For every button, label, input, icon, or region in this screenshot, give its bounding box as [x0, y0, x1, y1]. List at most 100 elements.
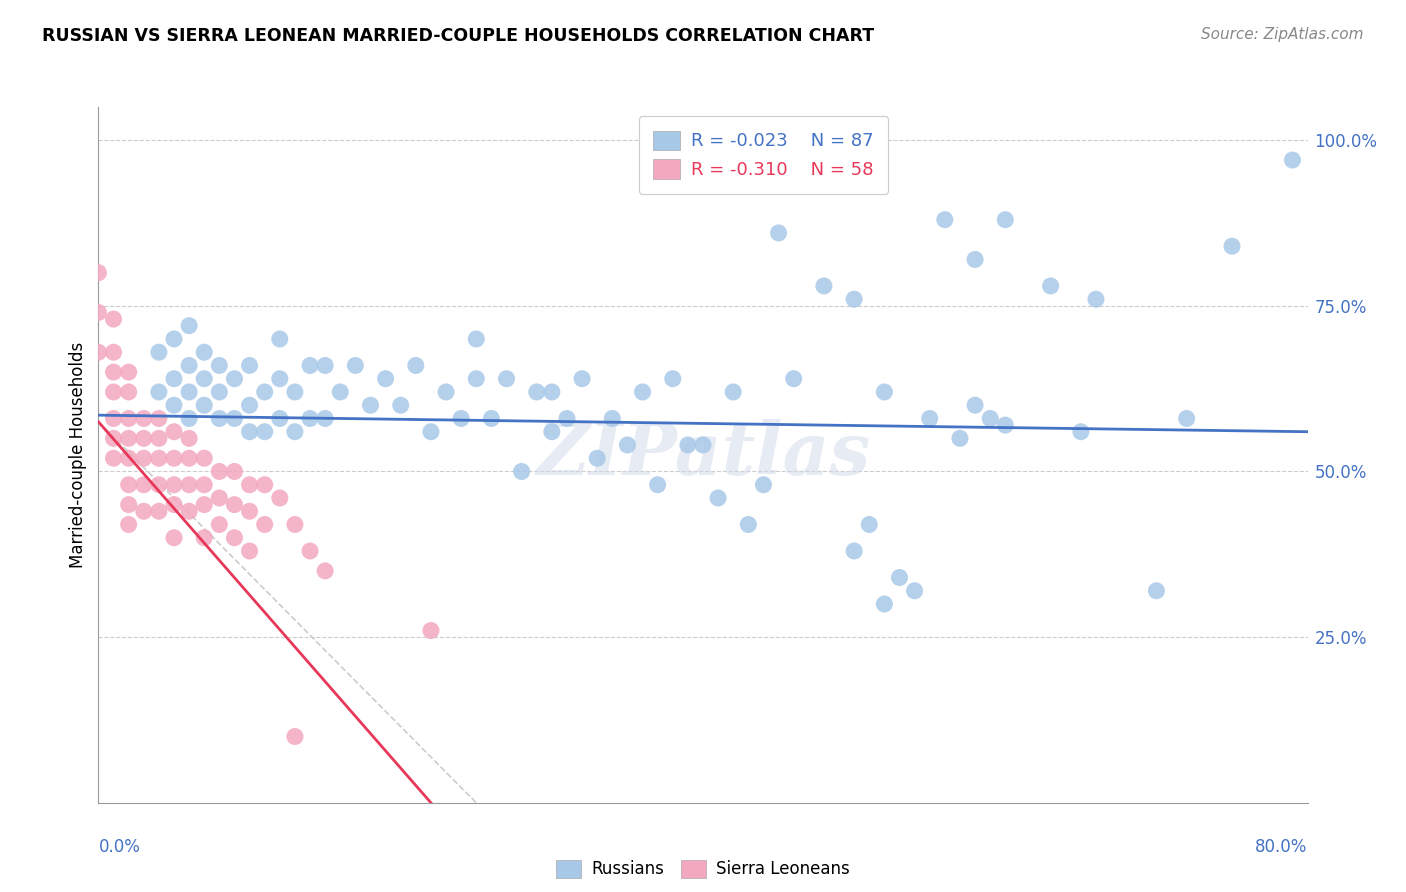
Point	[179, 411, 201, 425]
Point	[495, 372, 517, 386]
Point	[239, 359, 262, 373]
Point	[208, 411, 231, 425]
Point	[783, 372, 806, 386]
Point	[284, 425, 307, 439]
Point	[103, 431, 125, 445]
Point	[239, 477, 262, 491]
Legend: Russians, Sierra Leoneans: Russians, Sierra Leoneans	[550, 853, 856, 885]
Point	[239, 544, 262, 558]
Point	[813, 279, 835, 293]
Point	[132, 451, 155, 466]
Point	[163, 498, 186, 512]
Point	[374, 372, 396, 386]
Point	[193, 498, 215, 512]
Point	[692, 438, 714, 452]
Point	[208, 384, 231, 399]
Point	[889, 570, 911, 584]
Point	[284, 730, 307, 744]
Point	[87, 345, 110, 359]
Point	[571, 372, 593, 386]
Point	[723, 384, 745, 399]
Point	[179, 384, 201, 399]
Point	[118, 451, 141, 466]
Point	[768, 226, 790, 240]
Point	[450, 411, 472, 425]
Point	[965, 398, 987, 412]
Point	[193, 531, 215, 545]
Y-axis label: Married-couple Households: Married-couple Households	[69, 342, 87, 568]
Point	[540, 425, 562, 439]
Point	[193, 451, 215, 466]
Point	[193, 345, 215, 359]
Point	[179, 477, 201, 491]
Point	[103, 365, 125, 379]
Point	[132, 477, 155, 491]
Point	[1281, 153, 1303, 167]
Point	[616, 438, 638, 452]
Point	[481, 411, 503, 425]
Point	[269, 372, 291, 386]
Point	[555, 411, 578, 425]
Point	[1070, 425, 1092, 439]
Point	[208, 359, 231, 373]
Point	[148, 345, 170, 359]
Point	[132, 411, 155, 425]
Point	[179, 359, 201, 373]
Point	[602, 411, 624, 425]
Point	[949, 431, 972, 445]
Point	[163, 372, 186, 386]
Point	[994, 418, 1017, 433]
Point	[163, 477, 186, 491]
Point	[873, 597, 896, 611]
Point	[904, 583, 927, 598]
Point	[1039, 279, 1062, 293]
Point	[269, 411, 291, 425]
Point	[269, 332, 291, 346]
Text: ZIPatlas: ZIPatlas	[536, 419, 870, 491]
Point	[752, 477, 775, 491]
Point	[526, 384, 548, 399]
Point	[405, 359, 427, 373]
Point	[148, 431, 170, 445]
Point	[103, 451, 125, 466]
Point	[103, 312, 125, 326]
Point	[132, 431, 155, 445]
Point	[179, 504, 201, 518]
Point	[918, 411, 941, 425]
Point	[329, 384, 352, 399]
Point	[253, 477, 276, 491]
Point	[208, 465, 231, 479]
Point	[253, 425, 276, 439]
Point	[163, 425, 186, 439]
Point	[224, 531, 246, 545]
Point	[118, 365, 141, 379]
Point	[193, 398, 215, 412]
Point	[465, 372, 488, 386]
Point	[1175, 411, 1198, 425]
Point	[118, 498, 141, 512]
Point	[163, 451, 186, 466]
Point	[314, 359, 336, 373]
Point	[193, 372, 215, 386]
Point	[344, 359, 367, 373]
Point	[224, 498, 246, 512]
Point	[118, 477, 141, 491]
Point	[707, 491, 730, 505]
Point	[118, 431, 141, 445]
Point	[179, 431, 201, 445]
Point	[163, 531, 186, 545]
Point	[314, 564, 336, 578]
Text: 0.0%: 0.0%	[98, 838, 141, 856]
Point	[224, 372, 246, 386]
Point	[253, 384, 276, 399]
Point	[1220, 239, 1243, 253]
Point	[239, 504, 262, 518]
Point	[179, 451, 201, 466]
Text: 80.0%: 80.0%	[1256, 838, 1308, 856]
Point	[873, 384, 896, 399]
Point	[420, 624, 443, 638]
Point	[132, 504, 155, 518]
Point	[994, 212, 1017, 227]
Point	[118, 411, 141, 425]
Point	[510, 465, 533, 479]
